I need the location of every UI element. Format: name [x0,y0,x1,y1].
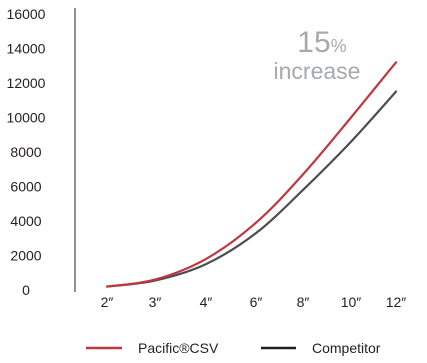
annotation-text: increase [274,58,361,84]
y-tick-label: 2000 [10,248,41,264]
x-tick-label: 8″ [297,294,310,310]
annotation: 15% increase [274,26,361,84]
y-tick-label: 8000 [10,144,41,160]
y-tick-label: 4000 [10,213,41,229]
series-line-pacific-csv [105,61,398,288]
legend: Pacific®CSV Competitor [86,340,381,356]
y-tick-label: 12000 [7,75,46,91]
x-tick-label: 6″ [250,294,263,310]
legend-label: Competitor [312,340,381,356]
y-tick-label: 14000 [7,41,46,57]
x-tick-label: 4″ [200,294,213,310]
y-tick-label: 10000 [7,110,46,126]
x-tick-label: 3″ [149,294,162,310]
y-axis: 0 2000 4000 6000 8000 10000 12000 14000 16000 [7,6,76,298]
series-lines [105,61,398,288]
y-tick-label: 16000 [7,6,46,22]
x-tick-label: 10″ [341,294,362,310]
x-tick-label: 12″ [386,294,407,310]
series-line-competitor [105,90,398,288]
legend-label: Pacific®CSV [138,340,219,356]
x-axis: 2″ 3″ 4″ 6″ 8″ 10″ 12″ [101,294,407,310]
y-tick-label: 6000 [10,179,41,195]
annotation-value: 15% [297,26,346,59]
x-tick-label: 2″ [101,294,114,310]
y-tick-label: 0 [22,282,30,298]
